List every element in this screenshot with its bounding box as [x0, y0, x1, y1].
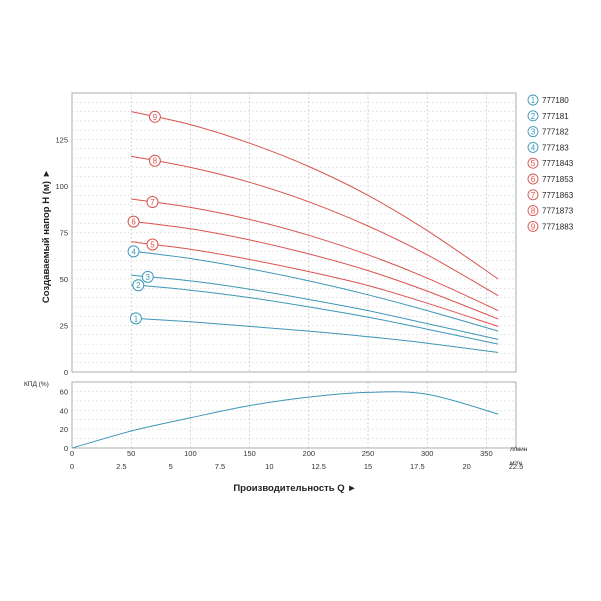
- head-curve-6: [131, 220, 499, 320]
- legend-entry-label: 777182: [542, 128, 569, 137]
- x-tick-label-m3h: 17.5: [410, 462, 425, 471]
- x-axis-unit-lpm: л/мин: [510, 446, 528, 453]
- curve-marker-7: [146, 196, 159, 209]
- curve-marker-1: [129, 312, 142, 325]
- head-tick-label: 50: [60, 275, 68, 284]
- legend-entry-label: 7771873: [542, 207, 574, 216]
- head-curve-2: [131, 284, 499, 345]
- legend-entry-label: 777181: [542, 112, 569, 121]
- curve-marker-label-5: 5: [150, 240, 155, 249]
- x-tick-label-lpm: 300: [421, 449, 434, 458]
- head-tick-label: 100: [55, 182, 68, 191]
- legend-marker-label-3: 3: [531, 128, 536, 137]
- head-tick-label: 25: [60, 322, 68, 331]
- legend-marker-label-7: 7: [531, 191, 536, 200]
- curve-marker-label-7: 7: [150, 198, 155, 207]
- legend-marker-8: [527, 205, 539, 217]
- curve-marker-3: [141, 270, 154, 283]
- legend-marker-2: [527, 110, 539, 122]
- legend-entry-label: 777180: [542, 96, 569, 105]
- curve-marker-2: [132, 279, 145, 292]
- y-axis-label-efficiency: КПД (%): [24, 381, 49, 388]
- x-tick-label-m3h: 7.5: [215, 462, 225, 471]
- x-tick-label-lpm: 350: [480, 449, 493, 458]
- curve-marker-label-4: 4: [131, 247, 136, 256]
- head-tick-label: 125: [55, 136, 68, 145]
- x-tick-label-m3h: 20: [462, 462, 470, 471]
- efficiency-tick-label: 20: [60, 425, 68, 434]
- x-tick-label-lpm: 0: [70, 449, 74, 458]
- legend-marker-3: [527, 126, 539, 138]
- legend-marker-label-6: 6: [531, 175, 536, 184]
- head-tick-label: 75: [60, 229, 68, 238]
- head-curve-3: [131, 274, 499, 340]
- efficiency-plot-frame: [71, 381, 517, 449]
- legend-marker-4: [527, 141, 539, 153]
- head-curve-5: [131, 241, 499, 327]
- x-tick-label-lpm: 150: [243, 449, 256, 458]
- curve-marker-label-9: 9: [153, 113, 158, 122]
- x-tick-label-m3h: 0: [70, 462, 74, 471]
- curve-marker-6: [127, 215, 140, 228]
- efficiency-curve-plot: 0 20 40 60 0 50 100 150 200 250 300 350 0 2.5 5 7.5 10 12…: [60, 381, 524, 471]
- curve-marker-9: [148, 110, 161, 123]
- legend-marker-6: [527, 173, 539, 185]
- legend-marker-1: [527, 94, 539, 106]
- legend-marker-5: [527, 157, 539, 169]
- y-axis-label-head: Создаваемый напор H (м) ►: [41, 169, 52, 303]
- head-curve-4: [131, 250, 499, 332]
- head-curve-8: [131, 155, 499, 297]
- x-tick-label-lpm: 50: [127, 449, 135, 458]
- head-tick-label: 0: [64, 368, 68, 377]
- legend-entry-label: 777183: [542, 143, 569, 152]
- x-tick-label-lpm: 200: [303, 449, 316, 458]
- legend-entry-label: 7771853: [542, 175, 574, 184]
- legend-marker-label-9: 9: [531, 222, 536, 231]
- legend-entry-label: 7771863: [542, 191, 574, 200]
- x-axis-label: Производительность Q ►: [233, 483, 356, 494]
- x-tick-label-m3h: 22.5: [509, 462, 524, 471]
- curve-marker-label-6: 6: [131, 218, 136, 227]
- head-curve-7: [131, 198, 499, 312]
- x-tick-label-lpm: 100: [184, 449, 197, 458]
- legend-entry-label: 7771843: [542, 159, 574, 168]
- head-curve-1: [131, 317, 499, 353]
- efficiency-tick-label: 0: [64, 444, 68, 453]
- legend-marker-label-2: 2: [531, 112, 536, 121]
- x-tick-label-m3h: 12.5: [311, 462, 326, 471]
- x-tick-label-m3h: 10: [265, 462, 273, 471]
- legend-marker-label-4: 4: [531, 143, 536, 152]
- head-curve-9: [131, 111, 499, 280]
- x-axis-unit-m3h: м³/ч: [510, 460, 522, 467]
- curve-marker-label-8: 8: [153, 157, 158, 166]
- curve-marker-label-2: 2: [136, 281, 141, 290]
- legend-marker-label-1: 1: [531, 96, 536, 105]
- legend-marker-9: [527, 220, 539, 232]
- x-tick-label-m3h: 5: [169, 462, 173, 471]
- curve-marker-8: [148, 154, 161, 167]
- efficiency-tick-label: 40: [60, 406, 68, 415]
- efficiency-tick-label: 60: [60, 387, 68, 396]
- curve-marker-label-1: 1: [134, 314, 139, 323]
- legend-marker-label-8: 8: [531, 207, 536, 216]
- x-tick-label-m3h: 15: [364, 462, 372, 471]
- curve-marker-5: [146, 238, 159, 251]
- efficiency-curve: [71, 391, 499, 449]
- legend-marker-label-5: 5: [531, 159, 536, 168]
- legend-marker-7: [527, 189, 539, 201]
- x-tick-label-lpm: 250: [362, 449, 375, 458]
- legend-entry-label: 7771883: [542, 222, 574, 231]
- curve-marker-label-3: 3: [146, 273, 151, 282]
- curve-marker-4: [127, 245, 140, 258]
- x-tick-label-m3h: 2.5: [116, 462, 126, 471]
